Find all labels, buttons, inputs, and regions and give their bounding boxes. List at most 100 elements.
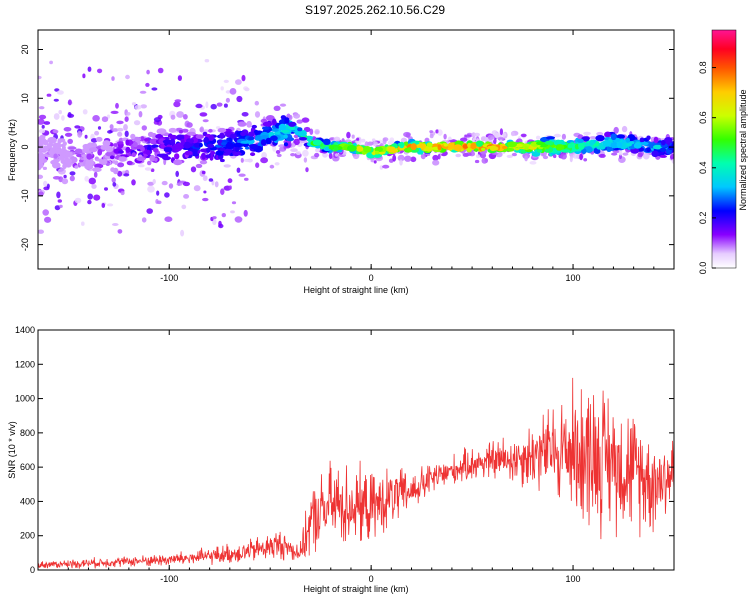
spectrogram-speckle — [273, 105, 281, 112]
spectrogram-speckle — [177, 75, 182, 81]
spectrogram-speckle — [212, 216, 217, 220]
spectrogram-speckle — [208, 128, 213, 133]
spectrogram-speckle — [420, 153, 426, 160]
spectrogram-x-tick-label: 100 — [566, 273, 581, 283]
spectrogram-speckle — [254, 111, 261, 118]
spectrogram-cell — [265, 137, 272, 145]
spectrogram-speckle — [112, 223, 119, 226]
snr-y-tick-label: 0 — [30, 565, 35, 575]
chart-title: S197.2025.262.10.56.C29 — [305, 3, 445, 17]
spectrogram-speckle — [474, 159, 480, 164]
spectrogram-speckle — [164, 192, 170, 198]
spectrogram-speckle — [84, 175, 89, 182]
spectrogram-cell — [233, 142, 243, 148]
spectrogram-speckle — [133, 120, 141, 126]
spectrogram-cell — [633, 142, 642, 149]
spectrogram-speckle — [87, 66, 92, 72]
spectrogram-speckle — [124, 116, 129, 122]
spectrogram-speckle — [164, 216, 173, 222]
spectrogram-cell — [426, 142, 433, 148]
spectrogram-cell — [208, 134, 215, 141]
spectrogram-speckle — [596, 131, 604, 136]
spectrogram-cell — [589, 139, 595, 146]
spectrogram-speckle — [293, 113, 301, 119]
spectrogram-cell — [260, 139, 267, 146]
spectrogram-speckle — [246, 120, 252, 128]
spectrogram-speckle — [181, 204, 187, 210]
spectrogram-speckle — [542, 155, 549, 160]
spectrogram-cell — [109, 155, 115, 160]
spectrogram-speckle — [91, 184, 97, 189]
spectrogram-speckle — [116, 120, 124, 125]
spectrogram-speckle — [202, 197, 209, 202]
spectrogram-cell — [481, 147, 486, 152]
spectrogram-speckle — [583, 158, 588, 162]
spectrogram-speckle — [93, 171, 98, 178]
spectrogram-cell — [220, 158, 225, 163]
spectrogram-speckle — [82, 109, 88, 115]
spectrogram-cell — [147, 160, 152, 166]
spectrogram-speckle — [112, 182, 117, 187]
spectrogram-cell — [53, 153, 58, 159]
spectrogram-cell — [225, 142, 235, 150]
spectrogram-speckle — [255, 162, 260, 168]
spectrogram-speckle — [141, 125, 147, 131]
spectrogram-cell — [74, 165, 79, 169]
spectrogram-speckle — [290, 153, 296, 157]
spectrogram-speckle — [274, 162, 280, 166]
spectrogram-speckle — [93, 194, 101, 201]
spectrogram-speckle — [115, 102, 119, 109]
spectrogram-speckle — [302, 149, 309, 157]
spectrogram-speckle — [77, 130, 82, 138]
spectrogram-speckle — [373, 160, 377, 164]
spectrogram-cell — [224, 148, 233, 154]
spectrogram-speckle — [92, 115, 100, 122]
spectrogram-cell — [112, 143, 119, 147]
spectrogram-cell — [659, 154, 667, 158]
spectrogram-cell — [536, 149, 543, 153]
spectrogram-cell — [453, 144, 463, 152]
spectrogram-speckle — [84, 134, 88, 139]
spectrogram-speckle — [223, 164, 231, 168]
spectrogram-speckle — [598, 153, 606, 158]
colorbar-tick-label: 0.4 — [698, 162, 708, 175]
spectrogram-cell — [217, 127, 227, 133]
spectrogram-speckle — [176, 111, 185, 118]
spectrogram-speckle — [69, 175, 75, 182]
spectrogram-speckle — [669, 153, 674, 161]
spectrogram-speckle — [140, 104, 147, 109]
spectrogram-speckle — [236, 167, 241, 173]
snr-y-tick-label: 1400 — [15, 325, 35, 335]
spectrogram-cell — [47, 136, 57, 144]
spectrogram-speckle — [621, 125, 628, 133]
spectrogram-cell — [286, 137, 295, 142]
colorbar-tick-label: 0.2 — [698, 212, 708, 225]
spectrogram-speckle — [123, 124, 128, 131]
spectrogram-speckle — [57, 199, 62, 203]
spectrogram-x-tick-label: 0 — [369, 273, 374, 283]
spectrogram-cell — [502, 145, 508, 150]
spectrogram-cell — [102, 140, 111, 147]
spectrogram-speckle — [243, 209, 248, 217]
spectrogram-speckle — [315, 148, 321, 153]
spectrogram-x-tick-label: -100 — [160, 273, 178, 283]
spectrogram-speckle — [261, 152, 267, 159]
spectrogram-cell — [250, 152, 256, 157]
spectrogram-speckle — [370, 157, 374, 163]
spectrogram-speckle — [410, 156, 417, 163]
spectrogram-speckle — [74, 125, 81, 129]
spectrogram-cell — [145, 149, 151, 155]
spectrogram-speckle — [227, 178, 233, 184]
snr-x-tick-label: -100 — [160, 574, 178, 584]
spectrogram-speckle — [296, 119, 303, 124]
spectrogram-cell — [661, 139, 666, 146]
spectrogram-speckle — [491, 130, 498, 136]
spectrogram-cell — [216, 150, 224, 156]
spectrogram-speckle — [146, 69, 150, 75]
spectrogram-cell — [153, 148, 159, 153]
spectrogram-cell — [646, 147, 651, 153]
spectrogram-speckle — [611, 152, 618, 156]
spectrogram-marks — [38, 59, 674, 237]
spectrogram-speckle — [637, 152, 643, 158]
